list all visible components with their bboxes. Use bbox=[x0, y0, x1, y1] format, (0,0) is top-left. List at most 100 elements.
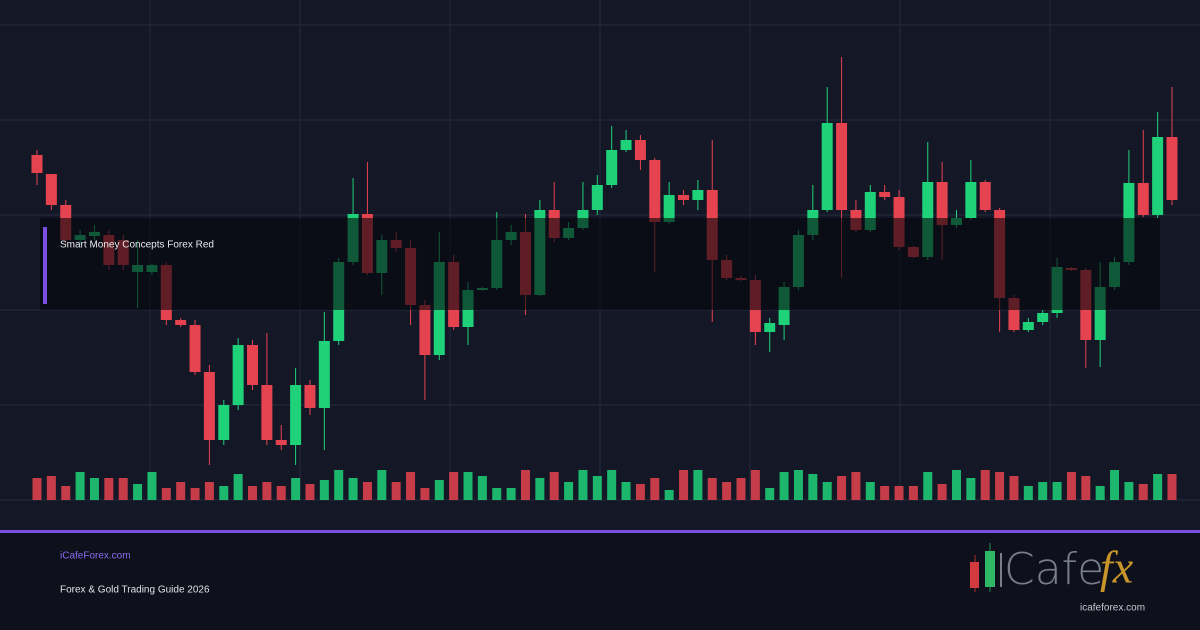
candle-body bbox=[1137, 183, 1149, 215]
volume-bar bbox=[679, 470, 689, 500]
candle-body bbox=[936, 182, 948, 225]
candle-body bbox=[591, 185, 603, 210]
volume-bar bbox=[650, 478, 660, 500]
candle-body bbox=[218, 405, 230, 440]
volume-bar bbox=[664, 490, 674, 500]
volume-bar bbox=[362, 482, 372, 500]
volume-bar bbox=[1023, 486, 1033, 500]
volume-bar bbox=[1167, 474, 1177, 500]
volume-bar bbox=[995, 472, 1005, 500]
volume-bar bbox=[291, 478, 301, 500]
volume-bar bbox=[147, 472, 157, 500]
candle-body bbox=[290, 385, 302, 445]
volume-bar bbox=[736, 478, 746, 500]
volume-bar bbox=[1110, 470, 1120, 500]
candle-body bbox=[203, 372, 215, 440]
volume-bar bbox=[492, 488, 502, 500]
volume-bar bbox=[276, 486, 286, 500]
volume-bar bbox=[822, 482, 832, 500]
volume-bar bbox=[118, 478, 128, 500]
volume-bar bbox=[621, 482, 631, 500]
volume-bar bbox=[707, 478, 717, 500]
candle-body bbox=[678, 195, 690, 200]
volume-bar bbox=[635, 484, 645, 500]
candle-body bbox=[864, 192, 876, 230]
volume-bar bbox=[578, 470, 588, 500]
volume-bar bbox=[262, 482, 272, 500]
volume-bar bbox=[89, 478, 99, 500]
volume-bar bbox=[765, 488, 775, 500]
logo-candle bbox=[970, 562, 979, 588]
volume-bar bbox=[176, 482, 186, 500]
volume-bar bbox=[851, 472, 861, 500]
volume-bar bbox=[592, 476, 602, 500]
candle-body bbox=[318, 341, 330, 408]
logo-fx: fx bbox=[1100, 542, 1134, 593]
candle-body bbox=[175, 320, 187, 325]
candle-body bbox=[1152, 137, 1164, 215]
volume-bar bbox=[506, 488, 516, 500]
volume-bar bbox=[204, 482, 214, 500]
candle-body bbox=[189, 325, 201, 372]
chart-title: Smart Money Concepts Forex Red bbox=[60, 240, 214, 251]
volume-bar bbox=[837, 476, 847, 500]
candle-body bbox=[275, 440, 287, 445]
volume-bar bbox=[520, 470, 530, 500]
volume-bar bbox=[980, 470, 990, 500]
volume-bar bbox=[248, 486, 258, 500]
candle-body bbox=[1008, 298, 1020, 330]
volume-bar bbox=[46, 476, 56, 500]
volume-bar bbox=[750, 470, 760, 500]
logo-i bbox=[1000, 553, 1002, 587]
candle-body bbox=[1166, 137, 1178, 200]
volume-bar bbox=[104, 478, 114, 500]
volume-bar bbox=[61, 486, 71, 500]
volume-bar bbox=[334, 470, 344, 500]
subtitle: Forex & Gold Trading Guide 2026 bbox=[60, 585, 210, 596]
candle-body bbox=[879, 192, 891, 197]
candle-body bbox=[606, 150, 618, 185]
volume-bar bbox=[722, 482, 732, 500]
volume-bar bbox=[1124, 482, 1134, 500]
title-band bbox=[40, 218, 1160, 310]
candle-body bbox=[31, 155, 43, 173]
volume-bar bbox=[865, 482, 875, 500]
site-link[interactable]: iCafeForex.com bbox=[60, 551, 131, 562]
candle-body bbox=[620, 140, 632, 150]
candle-body bbox=[692, 190, 704, 200]
volume-bar bbox=[607, 470, 617, 500]
candle-body bbox=[247, 345, 259, 385]
volume-bar bbox=[391, 482, 401, 500]
volume-bar bbox=[923, 472, 933, 500]
logo: Cafe fx icafeforex.com bbox=[970, 542, 1145, 614]
volume-bar bbox=[564, 482, 574, 500]
volume-bar bbox=[1081, 476, 1091, 500]
candle-body bbox=[419, 305, 431, 355]
candle-body bbox=[1037, 313, 1049, 322]
volume-bar bbox=[190, 488, 200, 500]
candle-body bbox=[649, 160, 661, 222]
volume-bar bbox=[937, 484, 947, 500]
volume-bar bbox=[693, 470, 703, 500]
volume-bar bbox=[793, 470, 803, 500]
volume-bar bbox=[348, 478, 358, 500]
volume-bar bbox=[1066, 472, 1076, 500]
candle-body bbox=[304, 385, 316, 408]
candle-body bbox=[965, 182, 977, 218]
candle-body bbox=[836, 123, 848, 210]
volume-bar bbox=[133, 484, 143, 500]
volume-bar bbox=[420, 488, 430, 500]
logo-candle bbox=[985, 551, 995, 587]
volume-bar bbox=[233, 474, 243, 500]
volume-bar bbox=[1052, 482, 1062, 500]
candle-body bbox=[261, 385, 273, 440]
candle-body bbox=[979, 182, 991, 210]
volume-bar bbox=[377, 470, 387, 500]
candle-body bbox=[663, 195, 675, 222]
candle-body bbox=[634, 140, 646, 160]
volume-bar bbox=[908, 486, 918, 500]
volume-bar bbox=[549, 472, 559, 500]
volume-bar bbox=[966, 478, 976, 500]
volume-bar bbox=[477, 476, 487, 500]
